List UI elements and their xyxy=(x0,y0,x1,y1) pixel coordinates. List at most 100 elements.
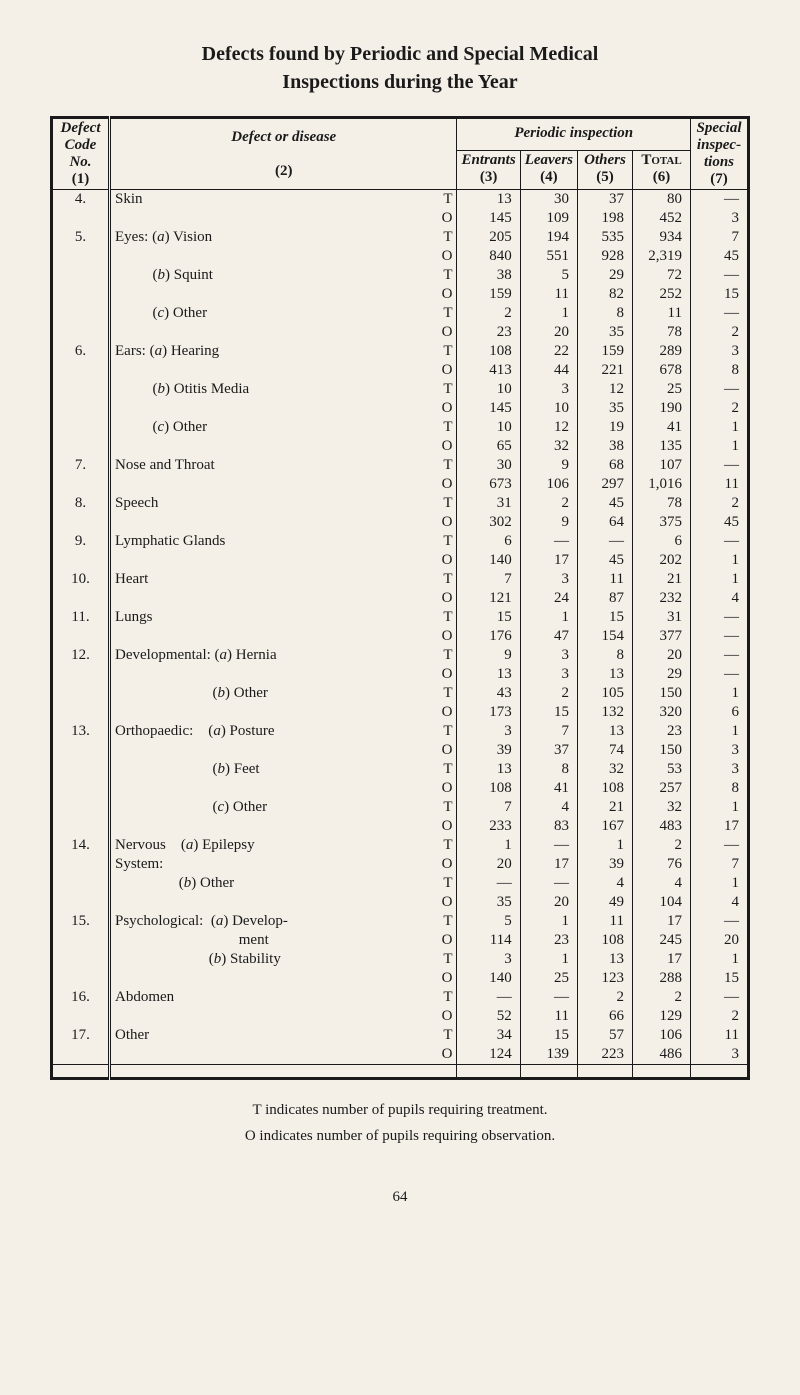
cell-c5: 108 xyxy=(578,779,633,798)
table-row: O232035782 xyxy=(52,323,749,342)
cell-c5: 223 xyxy=(578,1045,633,1065)
cell-code xyxy=(52,437,110,456)
cell-c6: 245 xyxy=(633,931,691,950)
cell-c3: 13 xyxy=(457,190,520,210)
cell-code xyxy=(52,684,110,703)
cell-code xyxy=(52,950,110,969)
cell-c3: 205 xyxy=(457,228,520,247)
cell-c5: 21 xyxy=(578,798,633,817)
cell-code: 4. xyxy=(52,190,110,210)
cell-c4: 3 xyxy=(520,665,577,684)
cell-c6: 106 xyxy=(633,1026,691,1045)
cell-c4: 37 xyxy=(520,741,577,760)
cell-c7: — xyxy=(691,836,749,855)
cell-c4: 106 xyxy=(520,475,577,494)
cell-disease xyxy=(110,285,429,304)
cell-c6: 31 xyxy=(633,608,691,627)
table-row: 16.AbdomenT——22— xyxy=(52,988,749,1007)
header-disease: Defect or disease (2) xyxy=(110,118,457,190)
cell-disease: (b) Feet xyxy=(110,760,429,779)
cell-code xyxy=(52,855,110,874)
cell-c7: 1 xyxy=(691,722,749,741)
cell-c5: 35 xyxy=(578,399,633,418)
cell-code xyxy=(52,285,110,304)
cell-c7: 1 xyxy=(691,418,749,437)
cell-to: O xyxy=(428,1007,457,1026)
cell-c6: 23 xyxy=(633,722,691,741)
cell-disease xyxy=(110,817,429,836)
cell-c3: — xyxy=(457,874,520,893)
cell-c7: 7 xyxy=(691,228,749,247)
cell-c6: 25 xyxy=(633,380,691,399)
table-row: mentO1142310824520 xyxy=(52,931,749,950)
cell-c4: 44 xyxy=(520,361,577,380)
cell-c7: 8 xyxy=(691,779,749,798)
cell-c5: 123 xyxy=(578,969,633,988)
cell-disease: (b) Other xyxy=(110,684,429,703)
cell-to: O xyxy=(428,627,457,646)
cell-c3: 413 xyxy=(457,361,520,380)
cell-disease: Developmental: (a) Hernia xyxy=(110,646,429,665)
table-row: (b) OtherT——441 xyxy=(52,874,749,893)
cell-c5: — xyxy=(578,532,633,551)
cell-disease: Speech xyxy=(110,494,429,513)
cell-c6: 2,319 xyxy=(633,247,691,266)
table-row: (b) StabilityT3113171 xyxy=(52,950,749,969)
cell-code xyxy=(52,969,110,988)
cell-c3: 10 xyxy=(457,380,520,399)
cell-code: 13. xyxy=(52,722,110,741)
table-row: 14.Nervous (a) EpilepsyT1—12— xyxy=(52,836,749,855)
cell-c3: 3 xyxy=(457,950,520,969)
cell-to: T xyxy=(428,950,457,969)
cell-c4: 23 xyxy=(520,931,577,950)
cell-c7: 3 xyxy=(691,741,749,760)
cell-c5: 49 xyxy=(578,893,633,912)
cell-c7: 45 xyxy=(691,513,749,532)
cell-c3: 140 xyxy=(457,551,520,570)
cell-c3: 5 xyxy=(457,912,520,931)
cell-disease: Eyes: (a) Vision xyxy=(110,228,429,247)
cell-code xyxy=(52,817,110,836)
cell-c4: 15 xyxy=(520,703,577,722)
cell-c3: 31 xyxy=(457,494,520,513)
cell-c4: 7 xyxy=(520,722,577,741)
page-title: Defects found by Periodic and Special Me… xyxy=(50,40,750,96)
cell-to: O xyxy=(428,285,457,304)
cell-c6: 17 xyxy=(633,950,691,969)
cell-code: 14. xyxy=(52,836,110,855)
cell-c6: 53 xyxy=(633,760,691,779)
cell-c4: 9 xyxy=(520,456,577,475)
cell-c5: 2 xyxy=(578,988,633,1007)
cell-to: O xyxy=(428,323,457,342)
cell-c3: 233 xyxy=(457,817,520,836)
cell-c3: 114 xyxy=(457,931,520,950)
cell-c7: 1 xyxy=(691,551,749,570)
cell-c6: 190 xyxy=(633,399,691,418)
cell-c4: 83 xyxy=(520,817,577,836)
cell-disease xyxy=(110,475,429,494)
cell-code xyxy=(52,551,110,570)
cell-to: O xyxy=(428,209,457,228)
cell-c7: 3 xyxy=(691,760,749,779)
cell-code: 7. xyxy=(52,456,110,475)
cell-c3: 3 xyxy=(457,722,520,741)
cell-c5: 535 xyxy=(578,228,633,247)
cell-code xyxy=(52,703,110,722)
table-row: O173151323206 xyxy=(52,703,749,722)
cell-code xyxy=(52,798,110,817)
cell-c6: 104 xyxy=(633,893,691,912)
cell-c5: 74 xyxy=(578,741,633,760)
cell-c3: 6 xyxy=(457,532,520,551)
cell-to: O xyxy=(428,437,457,456)
cell-c3: 1 xyxy=(457,836,520,855)
header-special: Special inspec- tions (7) xyxy=(691,118,749,190)
cell-c6: 72 xyxy=(633,266,691,285)
cell-c3: 145 xyxy=(457,399,520,418)
cell-to: O xyxy=(428,589,457,608)
cell-c7: 1 xyxy=(691,684,749,703)
cell-c3: 2 xyxy=(457,304,520,323)
cell-c6: 78 xyxy=(633,494,691,513)
cell-c5: 198 xyxy=(578,209,633,228)
table-row: 11.LungsT1511531— xyxy=(52,608,749,627)
note-t: T indicates number of pupils requiring t… xyxy=(50,1098,750,1124)
